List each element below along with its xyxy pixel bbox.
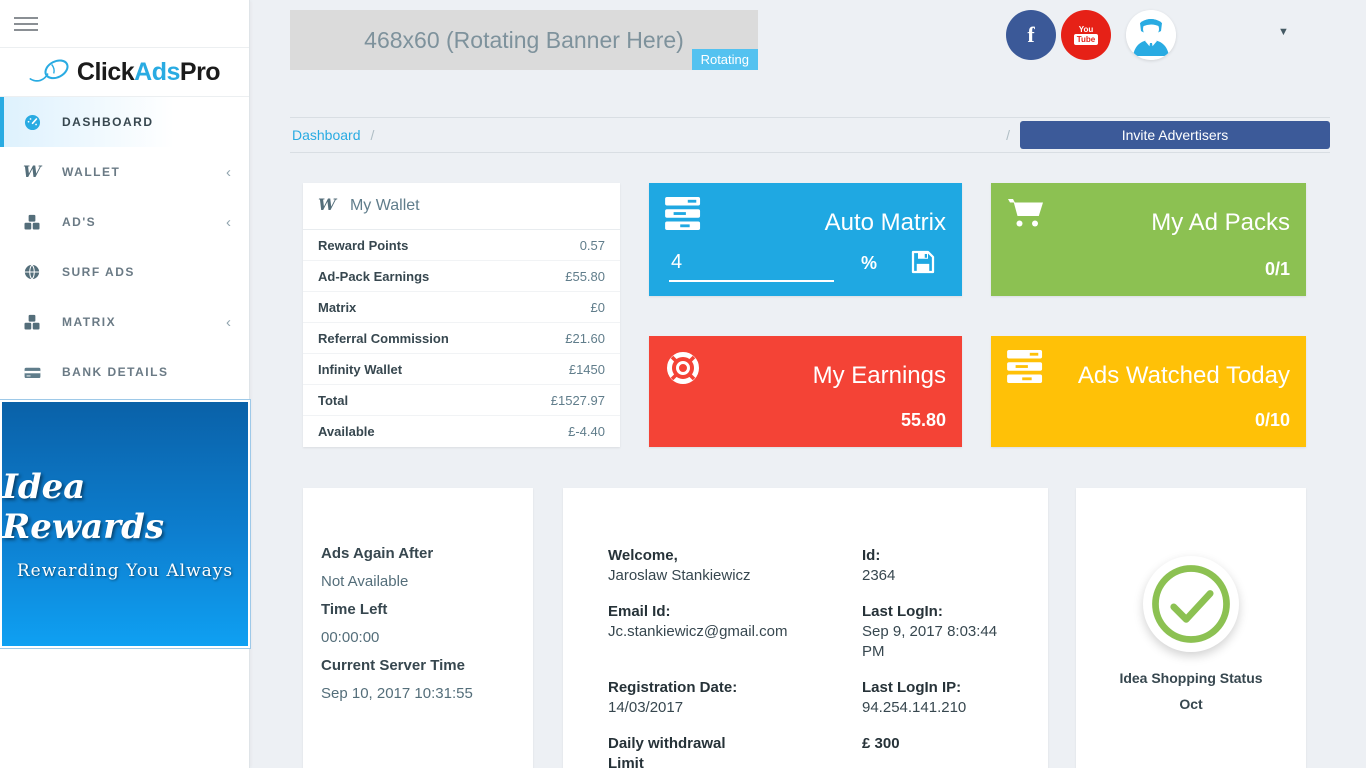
sidebar-item-label: MATRIX [62,315,117,329]
cubes-icon [22,212,42,232]
ads-watched-today-card: Ads Watched Today 0/10 [991,336,1306,447]
ads-watched-today-title: Ads Watched Today [1077,362,1290,389]
sidebar-item-wallet[interactable]: W WALLET ‹ [0,147,249,197]
auto-matrix-card: Auto Matrix % [649,183,962,296]
status-label: Idea Shopping Status [1119,670,1263,686]
sidebar-item-label: AD'S [62,215,97,229]
current-server-time-value: Sep 10, 2017 10:31:55 [321,685,473,702]
email-field: Email Id: Jc.stankiewicz@gmail.com [608,603,788,640]
current-server-time-label: Current Server Time [321,657,465,674]
profile-card: Welcome, Jaroslaw Stankiewicz Id: 2364 E… [563,488,1048,768]
facebook-icon[interactable]: f [1006,10,1056,60]
logo-text: ClickAdsPro [76,57,221,86]
ads-watched-today-value: 0/10 [1254,410,1290,430]
percent-label: % [861,253,878,273]
shopping-cart-icon [1007,197,1045,236]
hamburger-menu-icon[interactable] [14,13,38,35]
promo-title: Idea Rewards [2,467,165,547]
youtube-icon[interactable]: You Tube [1061,10,1111,60]
my-ad-packs-title: My Ad Packs [1151,209,1290,236]
idea-shopping-status-card: Idea Shopping Status Oct [1076,488,1306,768]
globe-icon [22,262,42,282]
ads-again-after-value: Not Available [321,573,409,590]
sidebar-item-label: SURF ADS [62,265,135,279]
time-left-value: 00:00:00 [321,629,380,646]
chevron-left-icon: ‹ [226,213,231,231]
breadcrumb-separator: / [370,127,375,143]
my-earnings-card: My Earnings 55.80 [649,336,962,447]
account-dropdown-caret-icon[interactable]: ▼ [1278,26,1289,38]
status-month: Oct [1179,696,1203,712]
rotating-badge: Rotating [691,49,758,70]
table-row: Matrix £0 [303,292,620,323]
user-avatar-icon[interactable] [1126,10,1176,60]
invite-advertisers-button[interactable]: Invite Advertisers [1020,121,1330,149]
daily-withdrawal-limit-field: Daily withdrawal Limit [608,735,726,768]
breadcrumb-separator: / [1006,127,1010,143]
wallet-icon: W [23,162,41,181]
auto-matrix-title: Auto Matrix [824,209,946,236]
my-earnings-title: My Earnings [812,362,946,389]
welcome-field: Welcome, Jaroslaw Stankiewicz [608,547,751,584]
sidebar-item-surf-ads[interactable]: SURF ADS [0,247,249,297]
breadcrumb: Dashboard / / Invite Advertisers [290,117,1330,153]
rotating-ad-banner[interactable]: 468x60 (Rotating Banner Here) Rotating [290,10,758,70]
table-row: Referral Commission £21.60 [303,323,620,354]
sidebar-item-bank-details[interactable]: BANK DETAILS [0,347,249,397]
my-earnings-value: 55.80 [900,410,946,430]
sidebar-item-label: BANK DETAILS [62,365,169,379]
last-login-field: Last LogIn: Sep 9, 2017 8:03:44 PM [862,603,998,660]
sidebar-menu: DASHBOARD W WALLET ‹ AD'S ‹ [0,97,249,397]
table-row: Reward Points 0.57 [303,230,620,261]
my-ad-packs-card: My Ad Packs 0/1 [991,183,1306,296]
stack-list-icon [1007,350,1045,389]
save-floppy-icon[interactable] [908,247,938,282]
ads-again-after-label: Ads Again After [321,545,434,562]
table-row: Ad-Pack Earnings £55.80 [303,261,620,292]
wallet-icon: W [318,195,336,214]
burger-row [0,0,249,48]
last-login-ip-field: Last LogIn IP: 94.254.141.210 [862,679,967,716]
auto-matrix-percent-input[interactable] [669,251,834,282]
ad-banner-text: 468x60 (Rotating Banner Here) [364,26,684,53]
id-field: Id: 2364 [862,547,896,584]
check-circle-icon [1143,556,1239,652]
idea-rewards-banner[interactable]: Idea Rewards Rewarding You Always [0,399,251,649]
my-wallet-header: W My Wallet [303,183,620,230]
mouse-logo-icon [29,56,73,89]
dashboard-speedometer-icon [22,112,42,132]
chevron-left-icon: ‹ [226,163,231,181]
stack-list-icon [665,197,703,236]
breadcrumb-dashboard-link[interactable]: Dashboard [292,127,361,143]
sidebar-item-label: WALLET [62,165,121,179]
registration-date-field: Registration Date: 14/03/2017 [608,679,738,716]
sidebar-item-dashboard[interactable]: DASHBOARD [0,97,249,147]
sidebar-item-label: DASHBOARD [62,115,154,129]
table-row: Total £1527.97 [303,385,620,416]
bank-card-icon [22,362,42,382]
sidebar: ClickAdsPro DASHBOARD W WALLET ‹ [0,0,251,768]
withdrawal-amount-field: £ 300 [862,735,900,752]
my-wallet-title: My Wallet [349,197,420,214]
server-time-card: Ads Again After Not Available Time Left … [303,488,533,768]
table-row: Available £-4.40 [318,424,605,439]
chevron-left-icon: ‹ [226,313,231,331]
my-wallet-card: W My Wallet Reward Points 0.57 Ad-Pack E… [303,183,620,447]
logo[interactable]: ClickAdsPro [0,48,249,97]
time-left-label: Time Left [321,601,388,618]
promo-subtitle: Rewarding You Always [16,561,234,581]
my-ad-packs-value: 0/1 [1264,259,1290,279]
cubes-icon [22,312,42,332]
table-row: Infinity Wallet £1450 [303,354,620,385]
sidebar-item-matrix[interactable]: MATRIX ‹ [0,297,249,347]
sidebar-item-ads[interactable]: AD'S ‹ [0,197,249,247]
life-ring-icon [665,350,701,391]
